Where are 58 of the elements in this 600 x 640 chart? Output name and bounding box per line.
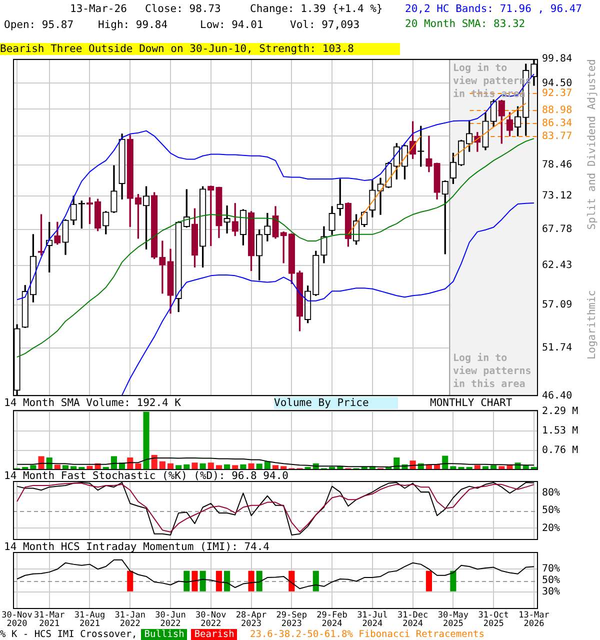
x-tick-label: 31-Aug 2021 <box>74 610 106 629</box>
text: Bearish <box>191 629 238 640</box>
text: Logarithmic <box>586 290 598 360</box>
y-tick-label: 51.74 <box>542 342 572 354</box>
y-tick-label: 20% <box>542 522 560 534</box>
y-tick-label: 70% <box>542 564 560 575</box>
text: MONTHLY CHART <box>430 397 512 409</box>
y-tick-label: 30% <box>542 586 560 598</box>
y-tick-label: 94.50 <box>542 78 572 89</box>
text: Change: 1.39 {+1.4 %} <box>250 3 383 15</box>
text: Volume By Price <box>274 397 398 409</box>
x-tick-label: 30-Nov 2020 <box>2 610 32 629</box>
ref-line-label: 86.34 <box>542 118 572 130</box>
y-tick-label: 57.09 <box>542 299 572 310</box>
ref-line-label: 83.77 <box>542 131 572 142</box>
x-tick-label: 31-Mar 2021 <box>34 610 65 629</box>
y-tick-label: 2.29 M <box>542 406 578 418</box>
x-tick-label: 28-Apr 2023 <box>236 610 267 629</box>
x-tick-label: 13-Mar 2026 <box>518 610 550 629</box>
x-tick-label: 30-Nov 2022 <box>196 610 226 629</box>
y-tick-label: 67.78 <box>542 224 572 235</box>
text: High: 99.84 <box>98 19 168 31</box>
x-tick-label: 31-Dec 2024 <box>397 610 428 629</box>
y-tick-label: 80% <box>542 487 560 498</box>
x-tick-label: 30-May 2025 <box>438 610 469 629</box>
y-tick-label: 50% <box>542 505 560 516</box>
x-tick-label: 31-Jul 2024 <box>357 610 388 629</box>
y-axis-title: Split and Dividend Adjusted <box>586 59 598 230</box>
y-tick-label: 50% <box>542 575 560 586</box>
ref-line-label: 92.37 <box>542 88 572 100</box>
annotation: Log in to view patterns in this area <box>453 352 532 391</box>
y-tick-label: 46.40 <box>542 390 572 402</box>
text: Close: 98.73 <box>145 3 221 15</box>
y-tick-label: 99.84 <box>542 54 572 65</box>
text: Open: 95.87 <box>4 19 74 31</box>
x-tick-label: 31-Jan 2022 <box>114 610 146 629</box>
y-tick-label: 62.43 <box>542 260 572 272</box>
y-tick-label: 73.12 <box>542 190 572 202</box>
x-tick-label: 29-Feb 2024 <box>316 610 348 629</box>
x-tick-label: 30-Jun 2022 <box>155 610 186 629</box>
y-tick-label: 1.53 M <box>542 426 578 437</box>
y-tick-label: 78.46 <box>542 160 572 171</box>
text: 20 Month SMA: 83.32 <box>405 18 526 30</box>
text: Vol: 97,093 <box>290 19 360 31</box>
chart-title: 14 Month SMA Volume: 192.4 K <box>4 397 182 409</box>
y-tick-label: 0.76 M <box>542 445 578 456</box>
x-tick-label: 31-Oct 2025 <box>478 610 509 629</box>
text: Bullish <box>141 629 188 640</box>
text: Low: 94.01 <box>200 19 264 31</box>
chart-title: 14 Month Fast Stochastic (%K) (%D): 96.8 94.0 <box>4 470 288 482</box>
text: 20,2 HC Bands: 71.96 , 96.47 <box>405 3 582 15</box>
text: 13-Mar-26 <box>70 3 127 15</box>
x-tick-label: 29-Sep 2023 <box>276 610 308 629</box>
legend-title: % K - HCS IMI Crossover, <box>0 629 138 640</box>
text: 23.6-38.2-50-61.8% Fibonacci Retracements <box>250 629 484 640</box>
chart-title: 14 Month HCS Intraday Momentum (IMI): 74.4 <box>4 541 270 553</box>
ref-line-label: 88.98 <box>542 105 572 116</box>
text: Bearish Three Outside Down on 30-Jun-10, Strength: 103.8 <box>0 43 400 55</box>
